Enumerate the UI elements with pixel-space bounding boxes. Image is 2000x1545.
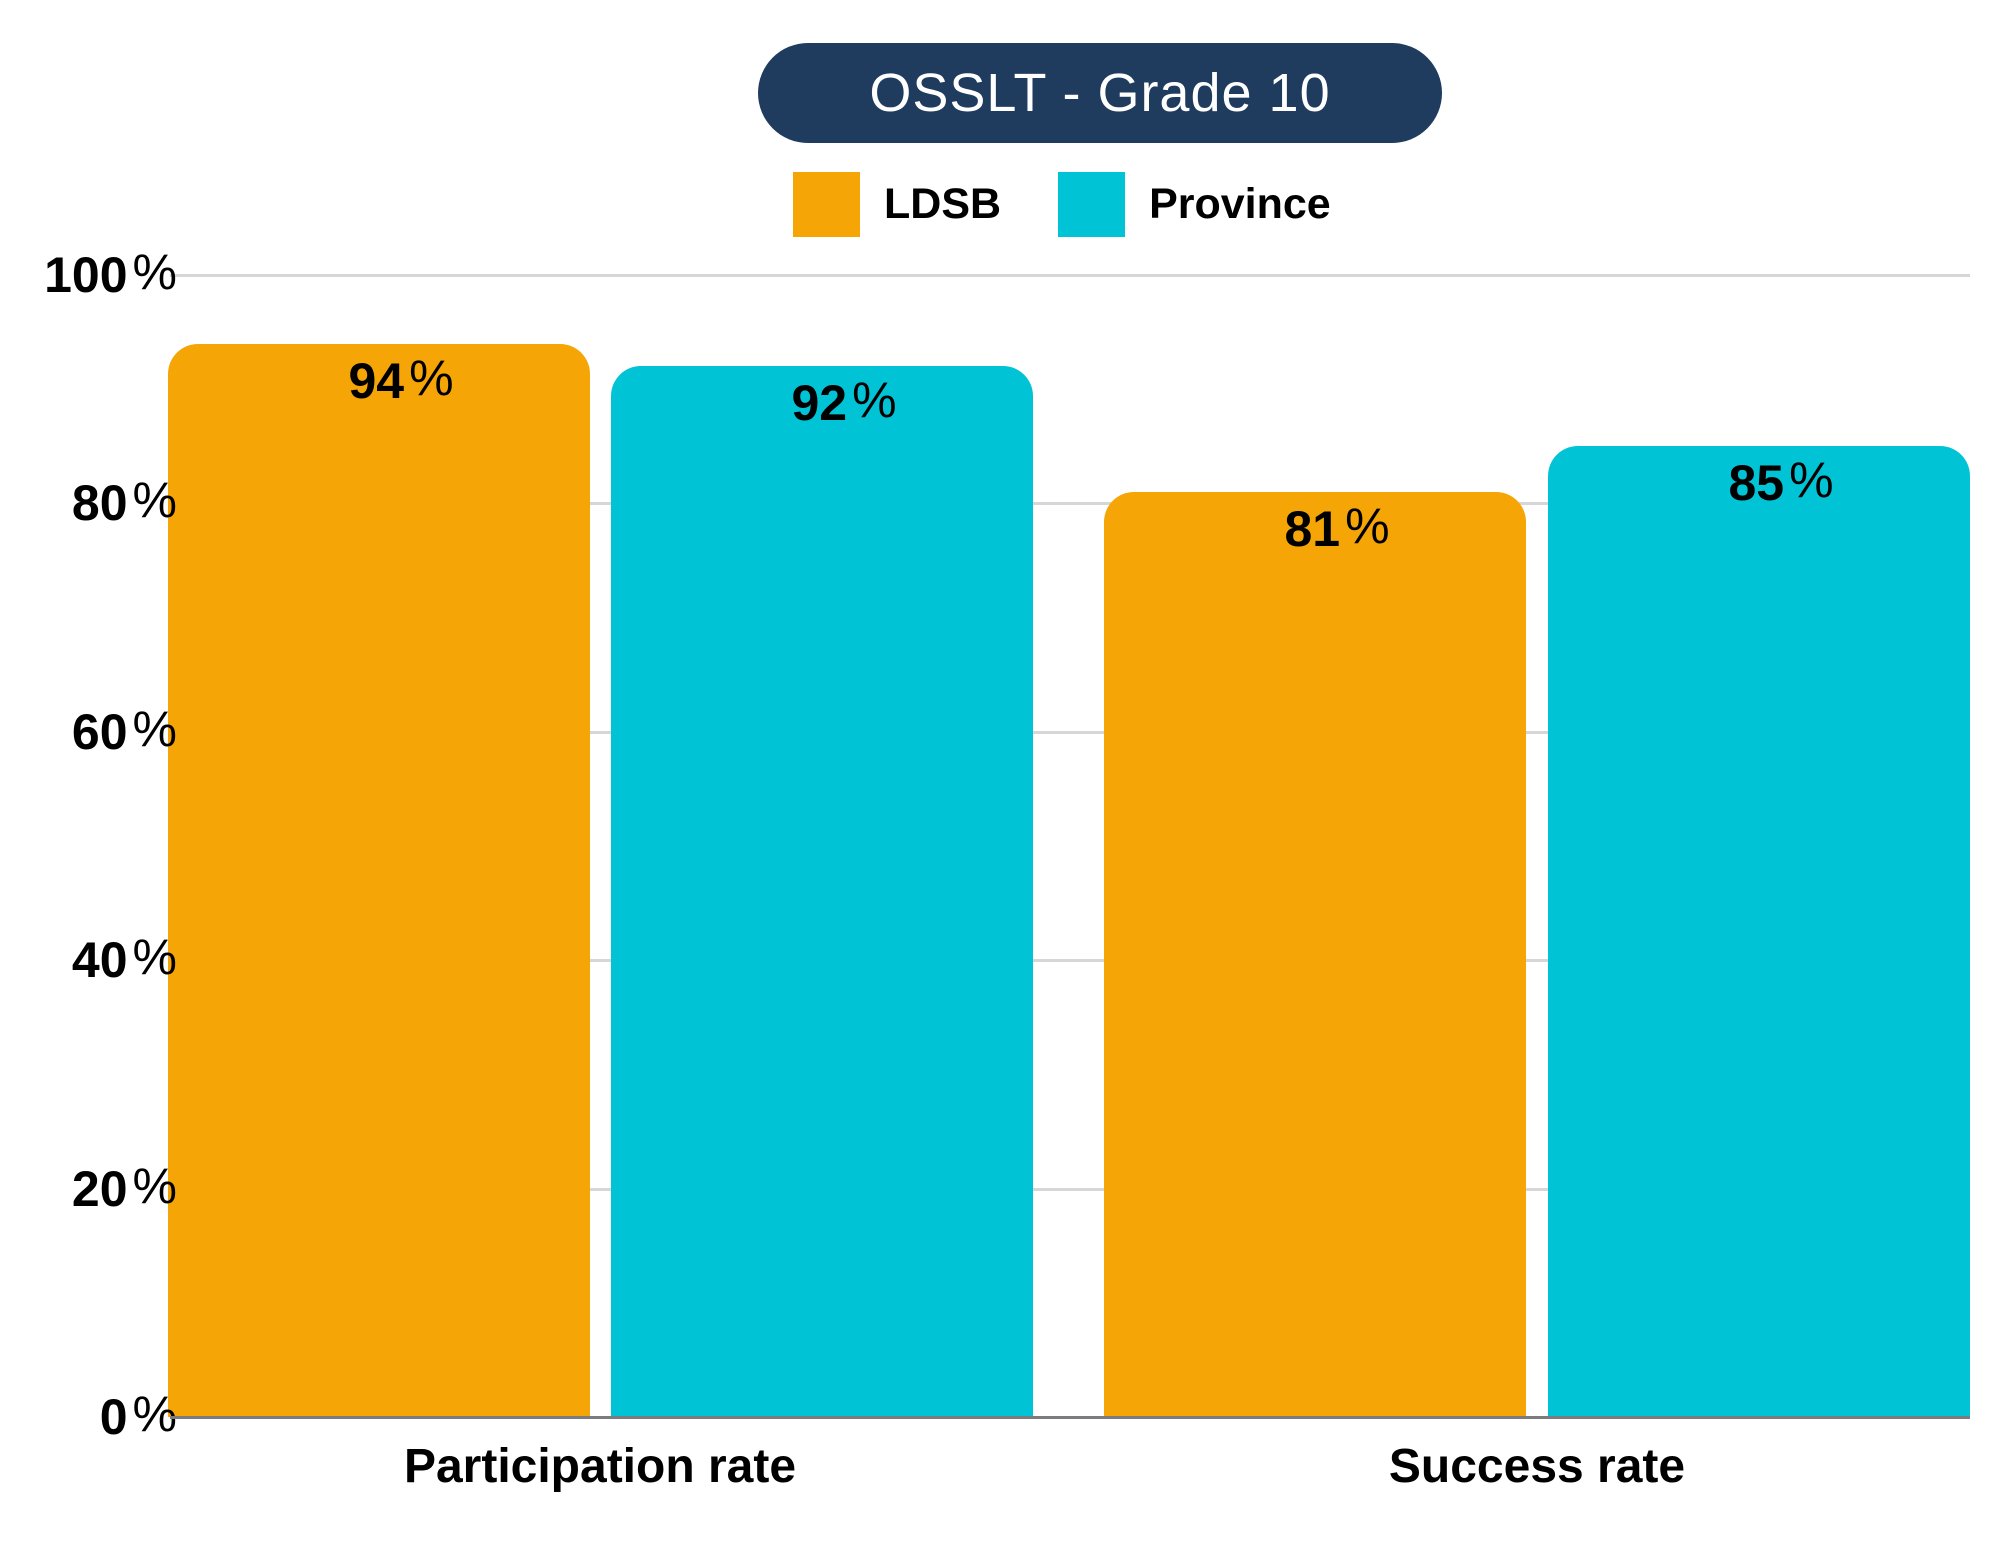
bar-value-label-ldsb-success-rate: 81% <box>1284 500 1389 557</box>
y-tick-percent-sign: % <box>132 700 177 757</box>
y-tick-percent-sign: % <box>132 929 177 986</box>
y-tick-value: 0 <box>99 1389 128 1445</box>
y-axis-label-20: 20% <box>0 1158 177 1220</box>
y-tick-value: 100 <box>44 247 128 303</box>
gridline-40 <box>170 959 1970 963</box>
legend-swatch-province <box>1058 172 1126 237</box>
y-tick-percent-sign: % <box>132 472 177 529</box>
bar-ldsb-participation-rate <box>168 343 590 1417</box>
y-axis-label-0: 0% <box>0 1386 177 1448</box>
chart-title: OSSLT - Grade 10 <box>869 63 1331 123</box>
y-tick-percent-sign: % <box>132 1157 177 1214</box>
y-tick-value: 60 <box>71 703 128 760</box>
gridline-80 <box>170 502 1970 506</box>
legend-item-province: Province <box>1058 172 1331 237</box>
legend-label-ldsb: LDSB <box>884 180 1002 228</box>
bar-province-participation-rate <box>611 366 1033 1417</box>
gridline-20 <box>170 1187 1970 1191</box>
y-axis-label-80: 80% <box>0 472 177 534</box>
x-axis-line <box>170 1416 1970 1419</box>
y-tick-percent-sign: % <box>132 244 177 300</box>
bar-value-label-province-participation-rate: 92% <box>791 375 896 432</box>
bar-percent-sign: % <box>1345 497 1390 554</box>
chart-title-pill: OSSLT - Grade 10 <box>758 43 1442 143</box>
legend-swatch-ldsb <box>793 172 860 237</box>
bar-value: 92 <box>791 375 848 432</box>
x-axis-label-participation-rate: Participation rate <box>403 1440 797 1493</box>
bar-percent-sign: % <box>1789 452 1834 509</box>
bar-value: 94 <box>348 352 405 409</box>
gridline-100 <box>170 274 1970 277</box>
x-axis-label-success-rate: Success rate <box>1388 1440 1686 1493</box>
bar-value: 85 <box>1728 455 1785 512</box>
bar-ldsb-success-rate <box>1104 491 1526 1417</box>
bar-percent-sign: % <box>852 372 897 429</box>
bar-province-success-rate <box>1548 446 1970 1417</box>
y-tick-value: 20 <box>71 1160 128 1217</box>
gridline-60 <box>170 730 1970 734</box>
y-tick-value: 80 <box>71 475 128 532</box>
y-axis-label-40: 40% <box>0 929 177 991</box>
bar-value: 81 <box>1284 500 1341 557</box>
y-tick-percent-sign: % <box>132 1386 177 1442</box>
y-axis-label-60: 60% <box>0 701 177 763</box>
legend: LDSB Province <box>793 172 1331 237</box>
bar-value-label-ldsb-participation-rate: 94% <box>348 352 453 409</box>
bar-percent-sign: % <box>409 349 454 406</box>
legend-label-province: Province <box>1149 180 1331 228</box>
bar-value-label-province-success-rate: 85% <box>1728 455 1833 512</box>
legend-item-ldsb: LDSB <box>793 172 1001 237</box>
y-tick-value: 40 <box>71 932 128 989</box>
y-axis-label-100: 100% <box>0 244 177 306</box>
